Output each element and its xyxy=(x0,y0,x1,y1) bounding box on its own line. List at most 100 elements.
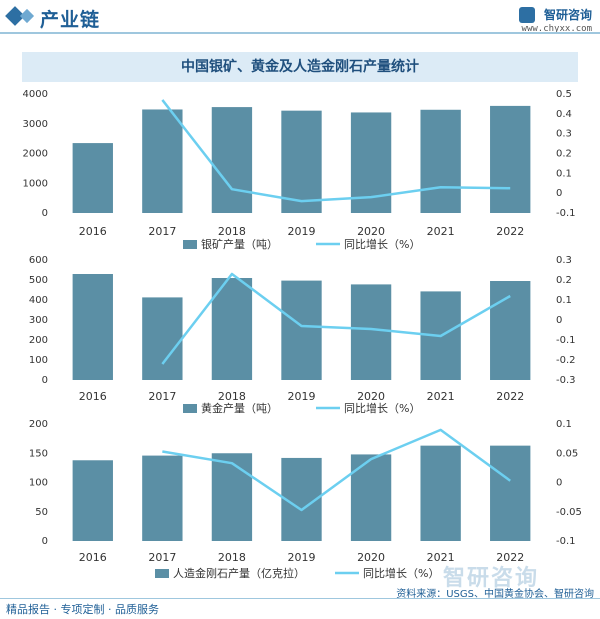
growth-line xyxy=(161,99,511,203)
source-note: 资料来源：USGS、中国黄金协会、智研咨询 xyxy=(396,589,594,600)
y-left-tick-label: 150 xyxy=(29,448,48,459)
bar xyxy=(72,143,113,213)
x-tick-label: 2022 xyxy=(496,225,524,238)
y-left-tick-label: 0 xyxy=(42,536,48,547)
bar xyxy=(142,455,183,541)
brand-logo-icon xyxy=(518,6,535,23)
legend-bar-swatch xyxy=(183,404,197,413)
y-right-tick-label: 0.05 xyxy=(556,448,578,459)
brand-url: www.chyxx.com xyxy=(521,24,592,34)
x-tick-label: 2019 xyxy=(288,390,316,403)
x-tick-label: 2016 xyxy=(79,551,107,564)
y-right-tick-label: -0.05 xyxy=(556,507,582,518)
y-right-tick-label: 0.5 xyxy=(556,89,572,100)
footer-tagline: 精品报告 · 专项定制 · 品质服务 xyxy=(6,603,159,616)
bar xyxy=(420,109,461,213)
y-left-tick-label: 4000 xyxy=(23,89,48,100)
bar xyxy=(350,284,392,380)
brand-name: 智研咨询 xyxy=(543,8,592,22)
y-left-tick-label: 100 xyxy=(29,355,48,366)
bar xyxy=(281,110,322,213)
x-tick-label: 2018 xyxy=(218,390,246,403)
footer-divider xyxy=(0,598,600,599)
y-left-tick-label: 3000 xyxy=(23,119,48,130)
growth-line xyxy=(161,272,511,365)
x-tick-label: 2021 xyxy=(427,225,455,238)
growth-line xyxy=(162,428,511,512)
y-right-tick-label: 0 xyxy=(556,188,562,199)
y-right-tick-label: -0.1 xyxy=(556,335,576,346)
x-tick-label: 2021 xyxy=(427,390,455,403)
legend-line-label: 同比增长（%） xyxy=(344,401,420,415)
bar xyxy=(350,454,392,541)
y-right-tick-label: -0.1 xyxy=(556,536,576,547)
header: 产业链 智研咨询 www.chyxx.com xyxy=(0,0,600,36)
legend-bar-label: 黄金产量（吨） xyxy=(201,401,278,415)
bar xyxy=(72,460,113,541)
y-left-tick-label: 100 xyxy=(29,478,48,489)
y-right-tick-label: -0.2 xyxy=(556,355,576,366)
chart-title-box: 中国银矿、黄金及人造金刚石产量统计 xyxy=(22,52,578,82)
x-tick-label: 2016 xyxy=(79,390,107,403)
y-right-tick-label: -0.3 xyxy=(556,375,576,386)
y-right-tick-label: 0.2 xyxy=(556,275,572,286)
y-left-tick-label: 1000 xyxy=(23,178,48,189)
section-title: 产业链 xyxy=(40,9,101,31)
x-tick-label: 2019 xyxy=(288,225,316,238)
y-right-tick-label: 0.1 xyxy=(556,419,572,430)
bar xyxy=(142,109,183,213)
y-left-tick-label: 600 xyxy=(29,255,48,266)
legend-bar-label: 人造金刚石产量（亿克拉） xyxy=(173,566,305,580)
legend-bar-swatch xyxy=(183,240,197,249)
x-tick-label: 2017 xyxy=(148,225,176,238)
y-right-tick-label: 0.3 xyxy=(556,255,572,266)
x-tick-label: 2020 xyxy=(357,390,385,403)
watermark: 智研咨询 xyxy=(443,566,540,591)
y-left-tick-label: 400 xyxy=(29,295,48,306)
x-tick-label: 2018 xyxy=(218,225,246,238)
y-left-tick-label: 500 xyxy=(29,275,48,286)
y-right-tick-label: 0.4 xyxy=(556,109,572,120)
legend-line-label: 同比增长（%） xyxy=(363,566,439,580)
bar xyxy=(490,445,531,541)
y-left-tick-label: 0 xyxy=(42,208,48,219)
y-right-tick-label: 0.2 xyxy=(556,149,572,160)
bar xyxy=(490,281,531,380)
y-left-tick-label: 300 xyxy=(29,315,48,326)
y-left-tick-label: 200 xyxy=(29,335,48,346)
y-right-tick-label: 0 xyxy=(556,315,562,326)
y-left-tick-label: 200 xyxy=(29,419,48,430)
x-tick-label: 2017 xyxy=(148,551,176,564)
x-tick-label: 2019 xyxy=(288,551,316,564)
x-tick-label: 2022 xyxy=(496,551,524,564)
bar xyxy=(420,445,461,541)
brand: 智研咨询 www.chyxx.com xyxy=(518,4,592,34)
legend-line-label: 同比增长（%） xyxy=(344,237,420,251)
y-right-tick-label: -0.1 xyxy=(556,208,576,219)
bar xyxy=(211,107,253,213)
bar xyxy=(72,274,113,380)
bar xyxy=(281,280,322,380)
bar xyxy=(490,105,531,213)
chart-title: 中国银矿、黄金及人造金刚石产量统计 xyxy=(181,59,419,75)
y-right-tick-label: 0.1 xyxy=(556,295,572,306)
x-tick-label: 2016 xyxy=(79,225,107,238)
bar xyxy=(211,278,253,380)
y-right-tick-label: 0.1 xyxy=(556,168,572,179)
footer: 精品报告 · 专项定制 · 品质服务 xyxy=(0,598,600,619)
y-right-tick-label: 0.3 xyxy=(556,129,572,140)
y-left-tick-label: 50 xyxy=(35,507,48,518)
bar xyxy=(211,453,253,541)
x-tick-label: 2018 xyxy=(218,551,246,564)
x-tick-label: 2020 xyxy=(357,225,385,238)
x-tick-label: 2021 xyxy=(427,551,455,564)
y-left-tick-label: 2000 xyxy=(23,149,48,160)
legend-bar-label: 银矿产量（吨） xyxy=(201,237,278,251)
y-left-tick-label: 0 xyxy=(42,375,48,386)
bar xyxy=(142,297,183,380)
x-tick-label: 2017 xyxy=(148,390,176,403)
x-tick-label: 2020 xyxy=(357,551,385,564)
x-tick-label: 2022 xyxy=(496,390,524,403)
legend-bar-swatch xyxy=(155,569,169,578)
